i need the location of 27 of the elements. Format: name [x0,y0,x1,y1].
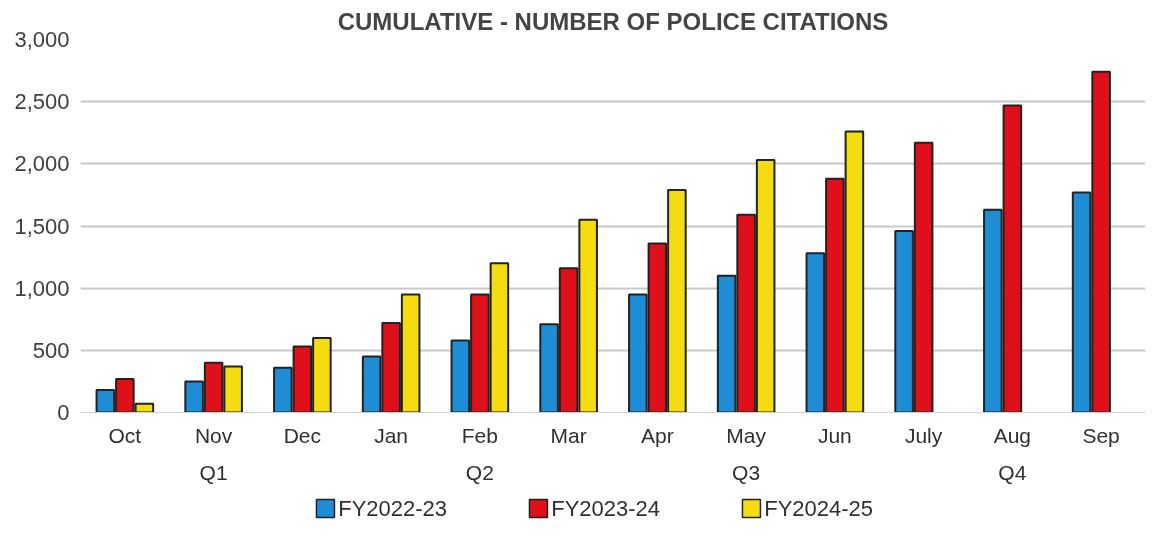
legend-label: FY2023-24 [551,496,661,521]
legend-label: FY2024-25 [764,496,874,521]
y-tick-label: 1,500 [14,213,70,239]
chart-title: CUMULATIVE - NUMBER OF POLICE CITATIONS [337,7,889,35]
y-tick-label: 3,000 [14,27,70,52]
y-tick-label: 2,500 [14,89,70,115]
x-tick-label: Jan [374,423,409,447]
x-tick-label: Feb [461,423,498,447]
legend-label: FY2022-23 [338,496,448,521]
text: Q4 [998,460,1027,484]
x-tick-label: Apr [641,423,674,447]
x-tick-label: Jun [817,423,852,447]
x-tick-label: Aug [993,423,1032,447]
y-tick-label: 500 [32,337,70,363]
x-tick-label: Dec [283,423,322,447]
x-tick-label: July [904,423,943,447]
x-tick-label: Nov [194,423,233,447]
x-tick-label: Sep [1082,423,1120,447]
x-tick-label: May [726,423,767,447]
x-tick-label: Mar [550,423,587,447]
y-tick-label: 0 [57,400,70,425]
text: Q3 [732,460,761,484]
y-tick-label: 2,000 [14,151,70,177]
text: Q1 [199,460,228,484]
y-tick-label: 1,000 [14,275,70,301]
text: Q2 [465,460,494,484]
x-tick-label: Oct [108,423,142,447]
